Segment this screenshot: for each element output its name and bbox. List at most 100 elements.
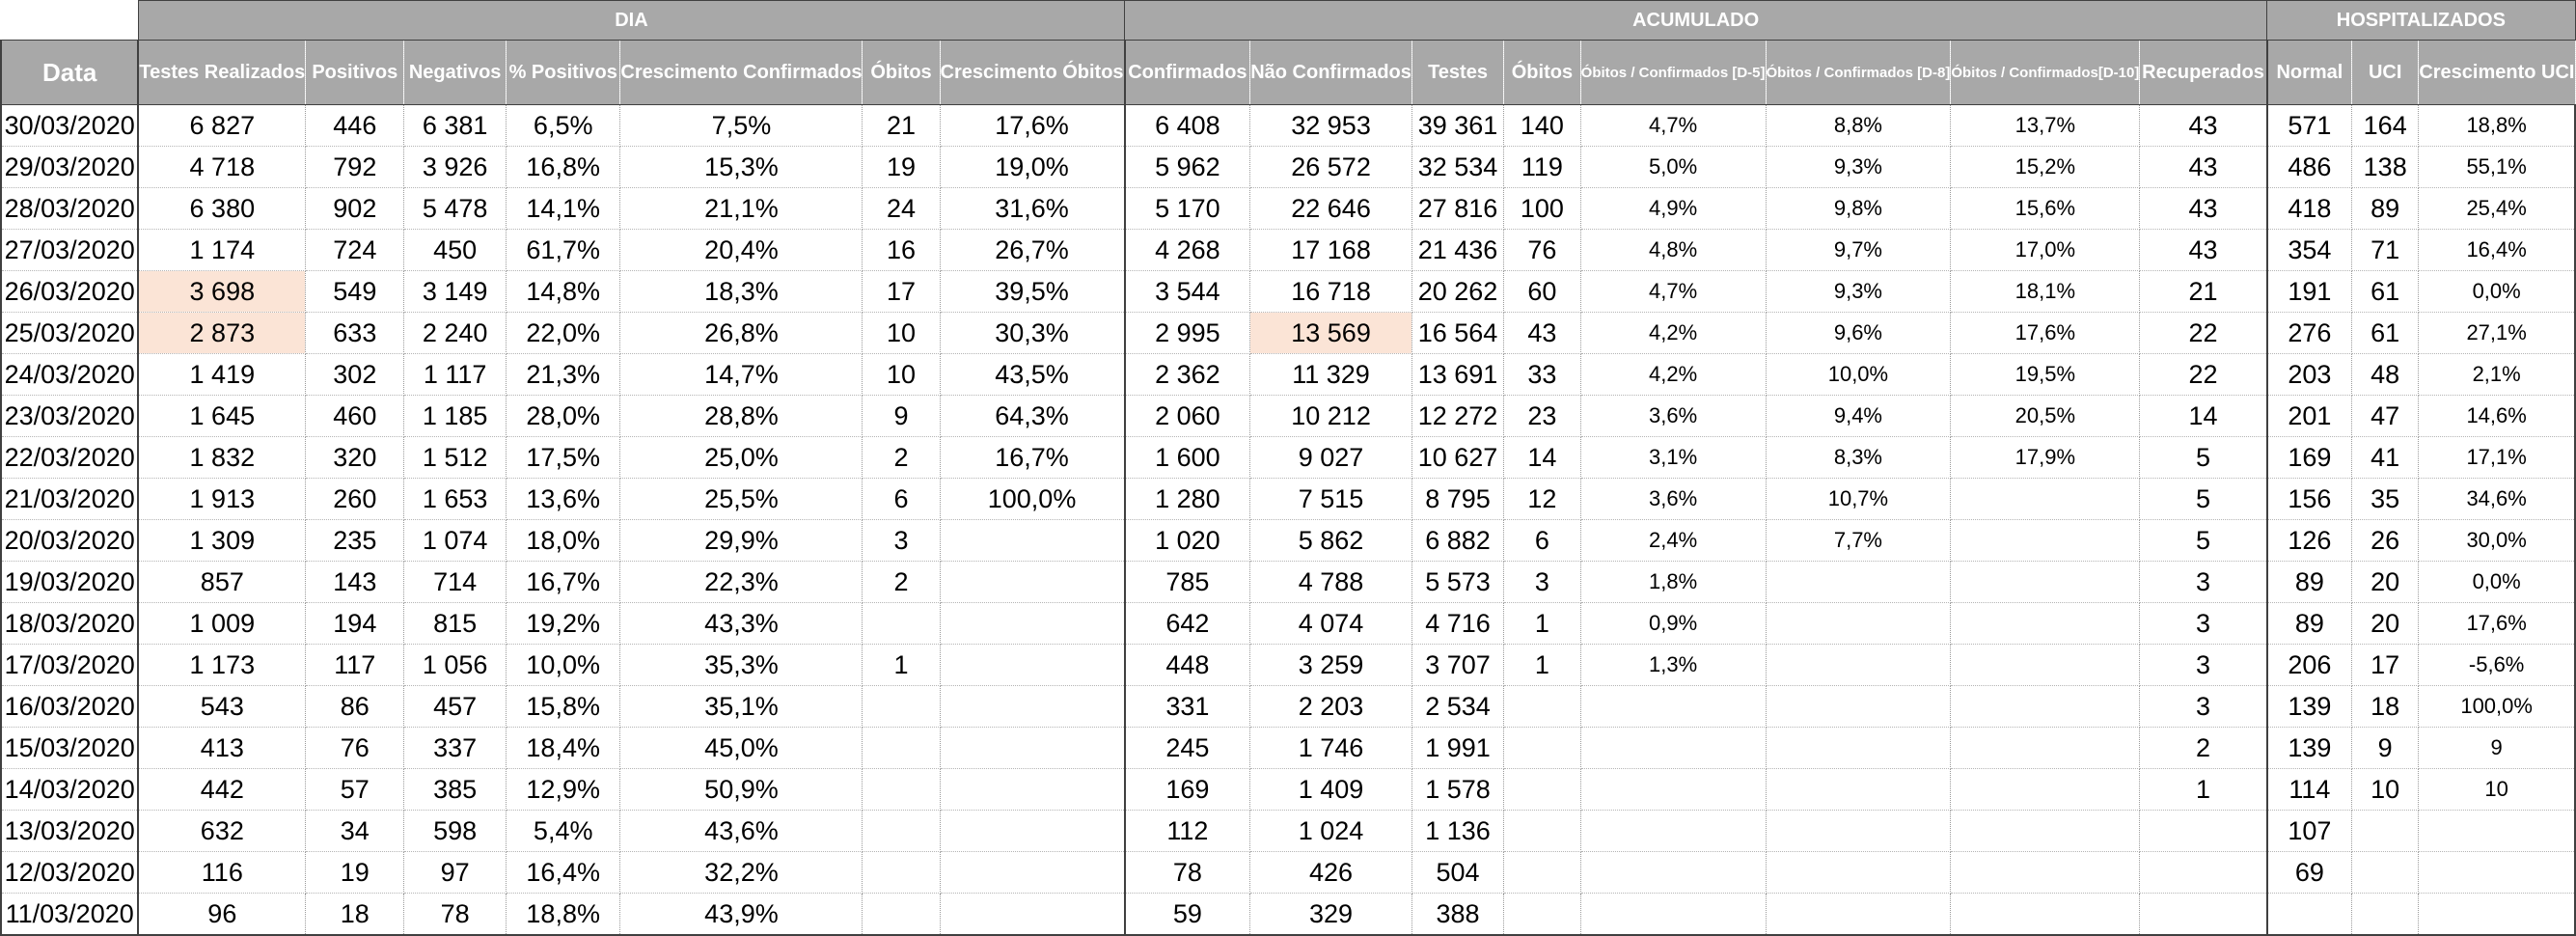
data-cell: 43 bbox=[2139, 229, 2268, 271]
date-cell: 29/03/2020 bbox=[0, 146, 139, 188]
data-cell: 191 bbox=[2265, 270, 2353, 313]
data-cell: 30,3% bbox=[939, 312, 1126, 354]
data-cell: 19 bbox=[305, 851, 405, 894]
data-cell: 16,4% bbox=[505, 851, 621, 894]
data-cell bbox=[1765, 685, 1952, 728]
data-cell: 1 832 bbox=[137, 436, 307, 479]
data-cell bbox=[1950, 519, 2141, 562]
corner-cell bbox=[1, 0, 139, 41]
data-cell bbox=[1765, 602, 1952, 645]
data-cell: 902 bbox=[305, 187, 405, 230]
data-cell bbox=[862, 602, 941, 645]
column-header-8: Confirmados bbox=[1123, 40, 1251, 105]
data-cell: 21 bbox=[2139, 270, 2268, 313]
data-cell: 1 746 bbox=[1249, 727, 1412, 769]
data-cell: 3 544 bbox=[1123, 270, 1251, 313]
data-cell: 235 bbox=[305, 519, 405, 562]
data-cell: 1,3% bbox=[1579, 644, 1767, 686]
column-header-15: Recuperados bbox=[2139, 40, 2268, 105]
data-cell: 22 646 bbox=[1249, 187, 1412, 230]
data-cell: 32,2% bbox=[619, 851, 863, 894]
data-cell: 143 bbox=[305, 561, 405, 603]
data-cell: 3 259 bbox=[1249, 644, 1412, 686]
data-cell: 302 bbox=[305, 353, 405, 396]
data-cell: 100,0% bbox=[2418, 685, 2576, 728]
data-cell: 43 bbox=[2139, 104, 2268, 147]
data-cell: 4 716 bbox=[1411, 602, 1505, 645]
data-cell bbox=[862, 768, 941, 811]
data-cell: 1 280 bbox=[1123, 478, 1251, 520]
data-cell: 5 bbox=[2139, 436, 2268, 479]
data-cell: 1 056 bbox=[403, 644, 507, 686]
data-cell: 9 bbox=[862, 395, 941, 437]
data-cell: 337 bbox=[403, 727, 507, 769]
data-cell bbox=[1765, 893, 1952, 936]
data-cell bbox=[2351, 810, 2420, 852]
data-cell: 169 bbox=[2265, 436, 2353, 479]
data-cell: 426 bbox=[1249, 851, 1412, 894]
data-cell bbox=[1579, 810, 1767, 852]
data-cell: 17 bbox=[862, 270, 941, 313]
data-cell: 9,3% bbox=[1765, 146, 1952, 188]
data-cell: 13 569 bbox=[1249, 312, 1412, 354]
data-cell: 1 bbox=[1503, 644, 1581, 686]
data-cell: 4,9% bbox=[1579, 187, 1767, 230]
data-cell: 418 bbox=[2265, 187, 2353, 230]
data-cell bbox=[939, 893, 1126, 936]
data-cell: 22 bbox=[2139, 312, 2268, 354]
data-cell bbox=[1950, 893, 2141, 936]
data-cell: 20 262 bbox=[1411, 270, 1505, 313]
data-cell: 1 600 bbox=[1123, 436, 1251, 479]
data-cell bbox=[1579, 893, 1767, 936]
data-cell: 2 240 bbox=[403, 312, 507, 354]
data-cell bbox=[1503, 851, 1581, 894]
data-cell: 1 991 bbox=[1411, 727, 1505, 769]
data-cell bbox=[1579, 768, 1767, 811]
data-cell: 3,6% bbox=[1579, 478, 1767, 520]
data-cell: 10,0% bbox=[505, 644, 621, 686]
data-cell bbox=[2418, 893, 2576, 936]
date-cell: 20/03/2020 bbox=[0, 519, 139, 562]
date-cell: 15/03/2020 bbox=[0, 727, 139, 769]
data-cell: 10 bbox=[862, 353, 941, 396]
data-cell: 448 bbox=[1123, 644, 1251, 686]
data-cell: 139 bbox=[2265, 685, 2353, 728]
date-cell: 30/03/2020 bbox=[0, 104, 139, 147]
column-header-18: Crescimento UCI bbox=[2418, 40, 2576, 105]
data-cell: 320 bbox=[305, 436, 405, 479]
data-cell: 43 bbox=[2139, 187, 2268, 230]
column-header-1: Testes Realizados bbox=[137, 40, 307, 105]
data-cell: 43 bbox=[1503, 312, 1581, 354]
table-row: 19/03/2020 857 143 714 16,7% 22,3% 2 785 4 788 5 … bbox=[0, 561, 2576, 603]
data-cell: 642 bbox=[1123, 602, 1251, 645]
data-cell: 100,0% bbox=[939, 478, 1126, 520]
data-cell: 10 212 bbox=[1249, 395, 1412, 437]
column-header-6: Óbitos bbox=[862, 40, 941, 105]
data-cell: 22,0% bbox=[505, 312, 621, 354]
data-cell: 50,9% bbox=[619, 768, 863, 811]
data-cell: 3 bbox=[2139, 602, 2268, 645]
data-cell: 2,4% bbox=[1579, 519, 1767, 562]
data-cell bbox=[2139, 810, 2268, 852]
date-cell: 22/03/2020 bbox=[0, 436, 139, 479]
data-cell bbox=[939, 768, 1126, 811]
data-cell: 2,1% bbox=[2418, 353, 2576, 396]
data-cell: 22,3% bbox=[619, 561, 863, 603]
data-cell: 5 bbox=[2139, 478, 2268, 520]
data-cell: 388 bbox=[1411, 893, 1505, 936]
data-cell: 632 bbox=[137, 810, 307, 852]
data-cell: 5,0% bbox=[1579, 146, 1767, 188]
data-cell: 45,0% bbox=[619, 727, 863, 769]
data-cell bbox=[862, 851, 941, 894]
data-cell: 6 381 bbox=[403, 104, 507, 147]
data-cell: 2 bbox=[862, 436, 941, 479]
data-cell bbox=[1765, 727, 1952, 769]
date-cell: 19/03/2020 bbox=[0, 561, 139, 603]
data-cell: 1 074 bbox=[403, 519, 507, 562]
data-cell: 61 bbox=[2351, 312, 2420, 354]
data-cell: 33 bbox=[1503, 353, 1581, 396]
data-cell: 385 bbox=[403, 768, 507, 811]
data-cell: 12 bbox=[1503, 478, 1581, 520]
data-cell: 14 bbox=[2139, 395, 2268, 437]
table-row: 25/03/2020 2 873 633 2 240 22,0% 26,8% 10 30,3%… bbox=[0, 312, 2576, 354]
